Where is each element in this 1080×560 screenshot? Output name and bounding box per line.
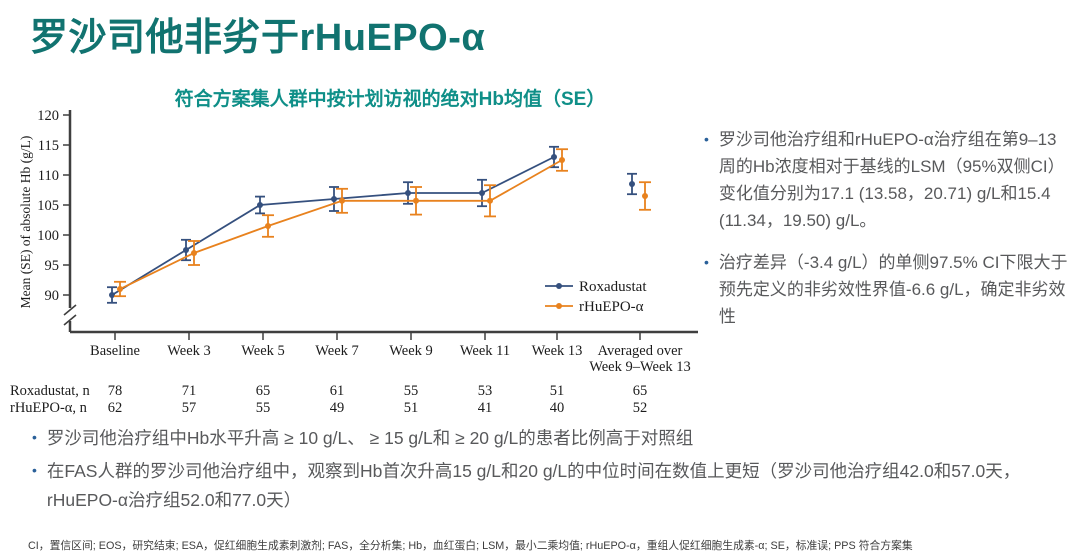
svg-text:78: 78 [108,383,123,399]
svg-text:Averaged over: Averaged over [598,343,683,359]
bottom-bullet-1-text: 罗沙司他治疗组中Hb水平升高 ≥ 10 g/L、 ≥ 15 g/L和 ≥ 20 … [46,428,694,448]
svg-text:120: 120 [37,108,59,124]
svg-text:100: 100 [37,228,59,244]
bottom-bullet-2: • 在FAS人群的罗沙司他治疗组中，观察到Hb首次升高15 g/L和20 g/L… [32,457,1062,515]
abbreviations-footer: CI，置信区间; EOS，研究结束; ESA，促红细胞生成素刺激剂; FAS，全… [28,540,913,552]
svg-text:55: 55 [256,400,271,416]
svg-text:51: 51 [550,383,565,399]
bullet-icon: • [704,254,709,270]
svg-text:90: 90 [45,288,60,304]
svg-text:53: 53 [478,383,493,399]
right-panel: • 罗沙司他治疗组和rHuEPO-α治疗组在第9–13周的Hb浓度相对于基线的L… [704,126,1072,345]
bullet-icon: • [32,429,37,445]
svg-text:rHuEPO-α, n: rHuEPO-α, n [10,400,88,416]
svg-text:95: 95 [45,258,60,274]
svg-text:Week 5: Week 5 [241,343,285,359]
right-bullet-2-text: 治疗差异（-3.4 g/L）的单侧97.5% CI下限大于预先定义的非劣效性界值… [718,253,1068,326]
svg-text:51: 51 [404,400,419,416]
svg-text:115: 115 [38,138,59,154]
svg-text:Week 11: Week 11 [460,343,510,359]
right-bullet-1: • 罗沙司他治疗组和rHuEPO-α治疗组在第9–13周的Hb浓度相对于基线的L… [704,126,1072,234]
bullet-icon: • [32,462,37,478]
bottom-bullets: • 罗沙司他治疗组中Hb水平升高 ≥ 10 g/L、 ≥ 15 g/L和 ≥ 2… [32,424,1062,519]
svg-text:57: 57 [182,400,197,416]
svg-text:40: 40 [550,400,565,416]
svg-text:Roxadustat: Roxadustat [579,279,647,295]
svg-text:65: 65 [633,383,648,399]
hb-chart-svg: 120 115 110 105 100 95 90 Baseline Week 3 Week 5 W… [10,108,698,416]
svg-text:65: 65 [256,383,271,399]
bottom-bullet-2-text: 在FAS人群的罗沙司他治疗组中，观察到Hb首次升高15 g/L和20 g/L的中… [46,461,1021,510]
svg-text:Week 3: Week 3 [167,343,211,359]
svg-text:52: 52 [633,400,648,416]
svg-text:rHuEPO-α: rHuEPO-α [579,299,644,315]
right-bullet-1-text: 罗沙司他治疗组和rHuEPO-α治疗组在第9–13周的Hb浓度相对于基线的LSM… [718,130,1065,230]
svg-text:Roxadustat, n: Roxadustat, n [10,383,90,399]
svg-text:61: 61 [330,383,345,399]
svg-text:55: 55 [404,383,419,399]
svg-text:49: 49 [330,400,345,416]
svg-text:Week 9–Week 13: Week 9–Week 13 [589,359,691,375]
svg-text:105: 105 [37,198,59,214]
chart-title: 符合方案集人群中按计划访视的绝对Hb均值（SE） [174,89,606,110]
bullet-icon: • [704,131,709,147]
svg-text:41: 41 [478,400,493,416]
bottom-bullet-1: • 罗沙司他治疗组中Hb水平升高 ≥ 10 g/L、 ≥ 15 g/L和 ≥ 2… [32,424,1062,453]
svg-text:Mean (SE) of absolute Hb (g/L): Mean (SE) of absolute Hb (g/L) [18,136,33,309]
right-bullet-2: • 治疗差异（-3.4 g/L）的单侧97.5% CI下限大于预先定义的非劣效性… [704,249,1072,330]
svg-text:Week 13: Week 13 [532,343,583,359]
svg-text:71: 71 [182,383,197,399]
svg-text:Week 7: Week 7 [315,343,359,359]
page-title: 罗沙司他非劣于rHuEPO-α [30,17,486,59]
svg-text:Baseline: Baseline [90,343,140,359]
svg-text:Week 9: Week 9 [389,343,433,359]
svg-text:110: 110 [38,168,59,184]
svg-text:62: 62 [108,400,123,416]
